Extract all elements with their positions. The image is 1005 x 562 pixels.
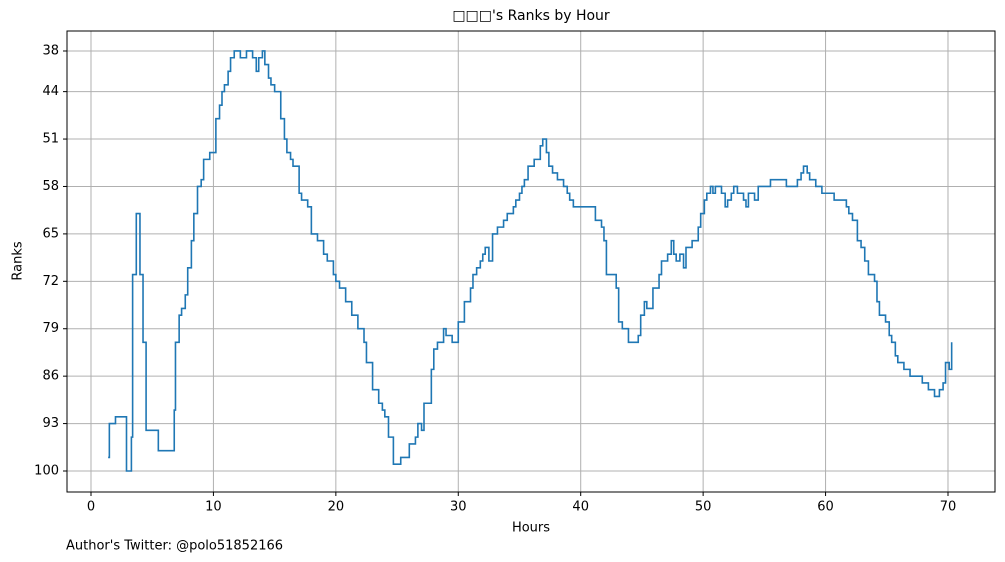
y-tick-label: 79 (42, 321, 59, 336)
plot-frame (66, 30, 996, 493)
x-tick-label: 20 (328, 500, 345, 515)
y-tick-label: 58 (42, 179, 59, 194)
x-tick-label: 40 (572, 500, 589, 515)
chart-title: □□□'s Ranks by Hour (452, 8, 610, 24)
x-tick-label: 50 (695, 500, 712, 515)
y-tick-label: 93 (42, 416, 59, 431)
x-tick-label: 30 (450, 500, 467, 515)
x-tick-label: 10 (205, 500, 222, 515)
y-tick-label: 44 (42, 84, 59, 99)
y-axis-label: Ranks (11, 241, 26, 280)
x-tick-label: 60 (817, 500, 834, 515)
y-tick-label: 86 (42, 369, 59, 384)
rank-line (108, 50, 953, 472)
y-tick-label: 38 (42, 43, 59, 58)
y-tick-label: 100 (34, 463, 59, 478)
y-tick-label: 65 (42, 226, 59, 241)
y-tick-label: 72 (42, 274, 59, 289)
x-axis-label: Hours (512, 521, 550, 536)
x-tick-label: 0 (87, 500, 95, 515)
y-tick-label: 51 (42, 132, 59, 147)
footer: Author's Twitter: @polo51852166 (66, 539, 283, 554)
x-tick-label: 70 (940, 500, 957, 515)
